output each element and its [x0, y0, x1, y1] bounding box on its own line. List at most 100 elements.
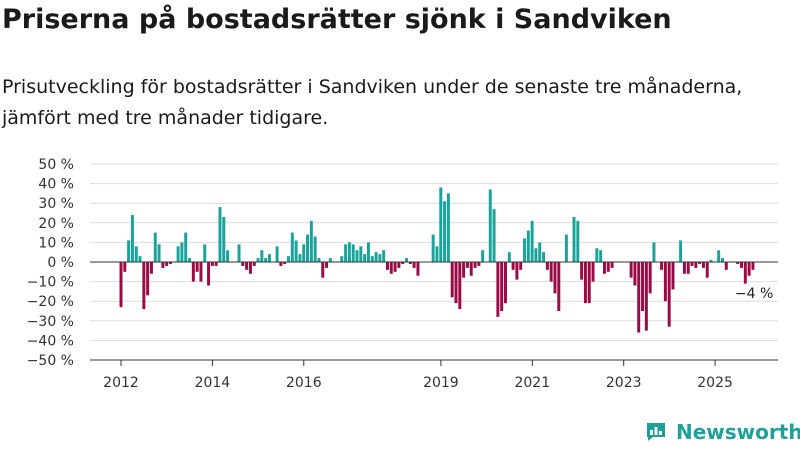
bar: [515, 262, 519, 280]
bar: [134, 246, 138, 262]
bar: [378, 254, 382, 262]
bar: [264, 258, 268, 262]
bar: [534, 248, 538, 262]
bar: [127, 240, 131, 262]
bar: [397, 262, 401, 268]
bar: [146, 262, 150, 296]
bar: [667, 262, 671, 327]
bar: [245, 262, 249, 270]
bar: [511, 262, 515, 270]
bar: [496, 262, 500, 317]
y-tick-label: 30 %: [38, 196, 74, 212]
bar: [523, 238, 527, 262]
x-tick-label: 2019: [423, 375, 459, 391]
bar: [644, 262, 648, 331]
bar: [321, 262, 325, 278]
bar: [199, 262, 203, 282]
bar: [275, 246, 279, 262]
y-tick-label: 20 %: [38, 216, 74, 232]
bar: [287, 256, 290, 262]
bar: [629, 262, 633, 278]
bar: [355, 250, 359, 262]
bar: [370, 256, 374, 262]
bar: [458, 262, 462, 310]
bar: [313, 236, 317, 262]
bar: [504, 262, 507, 304]
bar: [660, 262, 664, 270]
bar: [203, 244, 207, 262]
bar: [500, 262, 504, 311]
bar: [454, 262, 458, 304]
bar: [130, 214, 134, 262]
x-tick-label: 2025: [697, 375, 733, 391]
bar: [408, 262, 412, 264]
bar: [412, 262, 416, 268]
bar: [610, 262, 614, 268]
bar: [431, 234, 435, 262]
last-value-label: −4 %: [735, 286, 773, 302]
x-tick-label: 2012: [103, 375, 139, 391]
bar: [587, 262, 591, 304]
bar: [351, 244, 355, 262]
bar: [469, 262, 473, 276]
bar: [690, 262, 694, 266]
bar: [599, 250, 603, 262]
bar: [237, 244, 241, 262]
bar: [385, 262, 389, 270]
x-axis: 2012 2014 2016 2019 2021 2023 2025: [90, 261, 778, 391]
y-tick-label: −30 %: [27, 314, 74, 330]
bar: [671, 262, 675, 290]
bar: [347, 242, 351, 262]
bar: [359, 246, 363, 262]
bar: [260, 250, 264, 262]
bar: [306, 234, 310, 262]
x-tick-label: 2014: [195, 375, 231, 391]
y-tick-label: −40 %: [27, 333, 74, 349]
brand-name: Newsworthy: [676, 420, 800, 444]
bar: [267, 254, 271, 262]
bar: [652, 242, 656, 262]
bar: [241, 262, 245, 266]
y-tick-label: 50 %: [38, 157, 74, 173]
bar: [694, 262, 698, 268]
bar: [736, 262, 740, 264]
y-tick-label: −20 %: [27, 294, 74, 310]
x-tick-label: 2023: [606, 375, 642, 391]
bar: [405, 258, 408, 262]
bar: [705, 262, 709, 278]
bar: [302, 244, 306, 262]
bar: [252, 262, 256, 266]
bar: [180, 242, 184, 262]
bar: [709, 260, 713, 262]
bar: [580, 262, 584, 280]
bar: [328, 258, 332, 262]
bar: [153, 232, 157, 262]
x-tick-label: 2016: [286, 375, 322, 391]
bar: [165, 262, 169, 266]
y-tick-label: 0 %: [47, 255, 74, 271]
y-tick-label: −10 %: [27, 275, 74, 291]
x-tick-label: 2021: [514, 375, 550, 391]
bar: [637, 262, 641, 333]
bar: [138, 256, 142, 262]
bar: [747, 262, 751, 276]
bar: [123, 262, 127, 272]
bar: [256, 258, 260, 262]
bar: [188, 258, 192, 262]
bar: [184, 232, 188, 262]
bar: [591, 262, 595, 282]
bar: [222, 216, 226, 262]
bar: [149, 262, 153, 274]
bar: [462, 262, 466, 278]
bar: [530, 220, 534, 262]
bar: [751, 262, 755, 270]
bar: [317, 258, 321, 262]
bar: [717, 250, 721, 262]
bar: [679, 240, 683, 262]
bar: [279, 262, 283, 266]
bar: [724, 262, 728, 270]
bar: [298, 254, 302, 262]
bar: [473, 262, 477, 268]
bar: [382, 250, 386, 262]
bar: [443, 201, 447, 262]
